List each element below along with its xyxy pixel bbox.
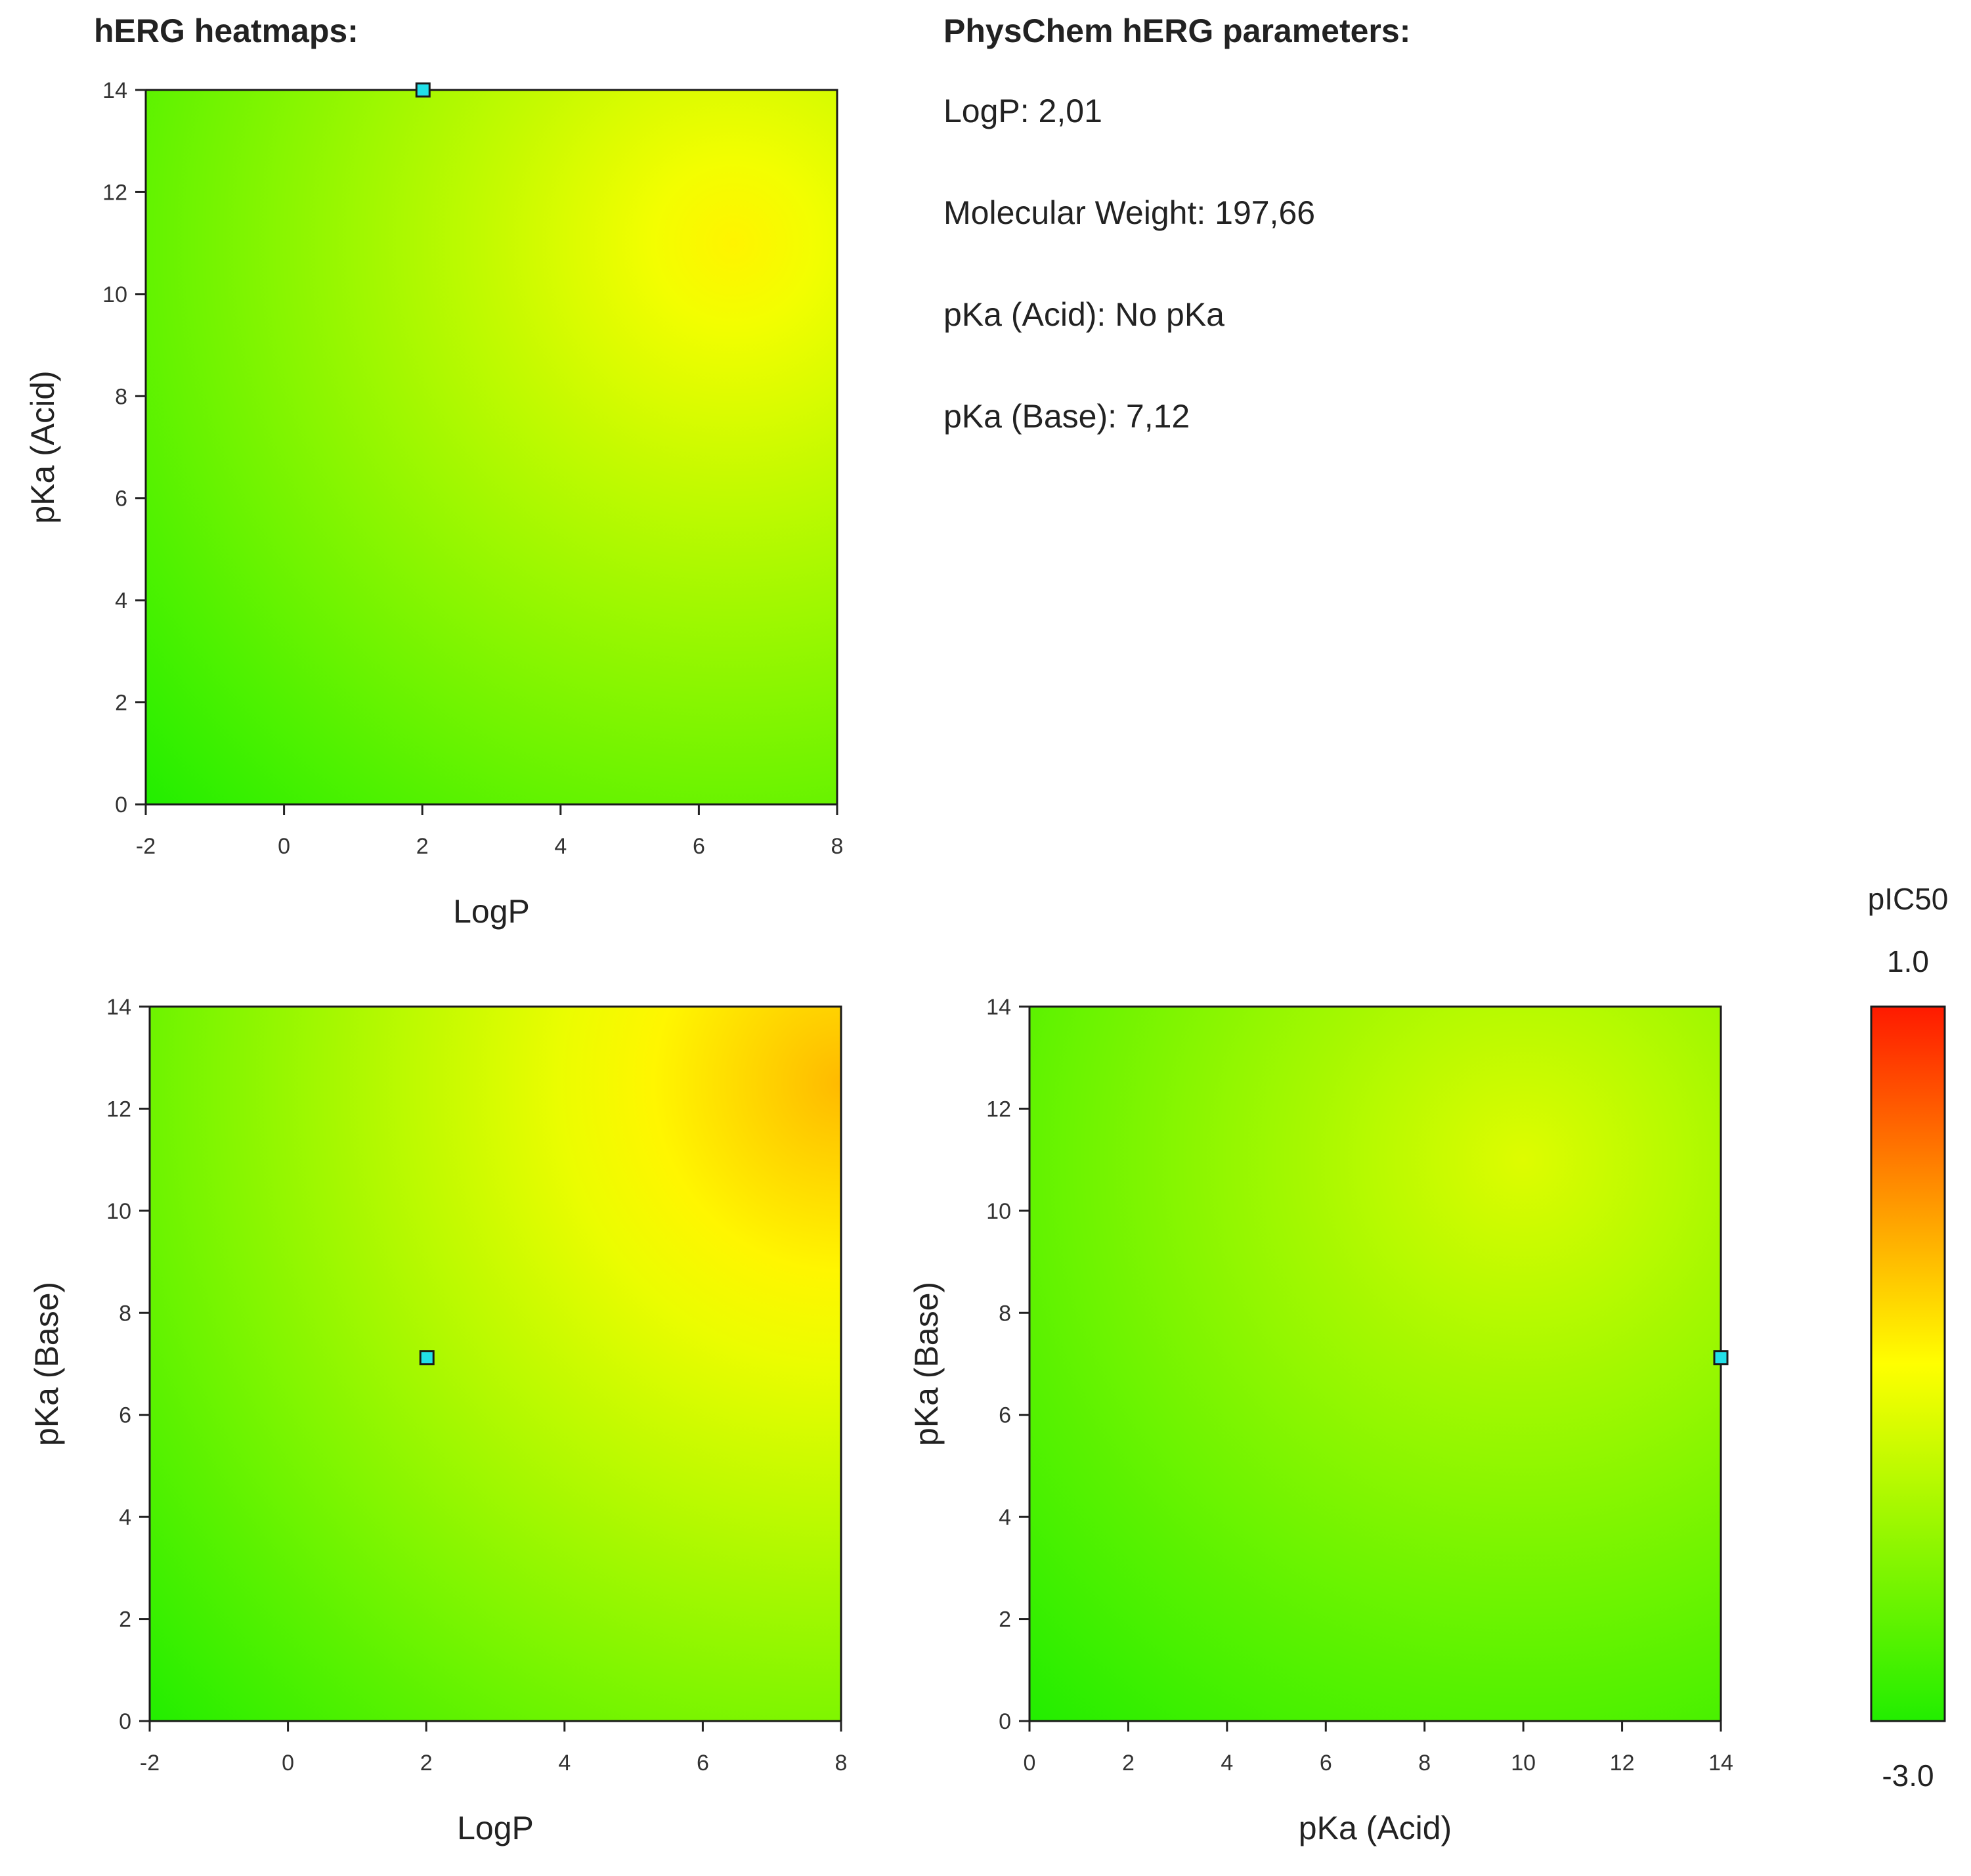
- colorbar-frame: [1870, 1005, 1946, 1722]
- colorbar-title: pIC50: [1868, 882, 1949, 916]
- heatmap-1-ytick-label: 12: [102, 180, 127, 205]
- heatmap-1-xtick-label: 4: [554, 834, 567, 859]
- heatmap-1-ytick-label: 8: [115, 384, 127, 409]
- colorbar-scale: [1871, 1007, 1945, 1721]
- heatmap-3-surface: [1029, 1007, 1721, 1721]
- heatmap-2-xtick-label: 6: [697, 1751, 709, 1776]
- heatmap-3-ytick-label: 12: [986, 1097, 1011, 1122]
- heatmaps-heading: hERG heatmaps:: [94, 12, 358, 49]
- heatmap-2-ytick-label: 8: [119, 1301, 131, 1326]
- heatmap-3-ytick-label: 6: [999, 1403, 1011, 1428]
- heatmap-1-xtick-label: 8: [831, 834, 844, 859]
- heatmap-2-surface: [150, 1007, 841, 1721]
- heatmap-2-ytick-label: 6: [119, 1403, 131, 1428]
- heatmap-3-ytick-label: 14: [986, 995, 1011, 1020]
- heatmap-2-ylabel: pKa (Base): [28, 1282, 65, 1446]
- heatmap-3-ylabel: pKa (Base): [908, 1282, 945, 1446]
- heatmap-2-xtick-label: 4: [558, 1751, 571, 1776]
- param-logp: LogP: 2,01: [943, 93, 1102, 129]
- param-pka-base: pKa (Base): 7,12: [943, 398, 1190, 435]
- heatmap-3-ytick-label: 0: [999, 1709, 1011, 1734]
- heatmap-1-frame: [144, 89, 838, 806]
- heatmap-3-xtick-label: 10: [1511, 1751, 1536, 1776]
- heatmap-2-xtick-label: -2: [140, 1751, 160, 1776]
- heatmap-1-xtick-label: 2: [416, 834, 429, 859]
- heatmap-3-compound-marker: [1713, 1350, 1729, 1366]
- heatmap-3-ytick-label: 2: [999, 1607, 1011, 1632]
- heatmap-1-ytick-label: 2: [115, 691, 127, 716]
- heatmap-3-ytick-label: 10: [986, 1199, 1011, 1224]
- heatmap-3-ytick-label: 4: [999, 1505, 1011, 1530]
- heatmap-1-xtick-label: 6: [693, 834, 705, 859]
- heatmap-1-ytick-label: 10: [102, 282, 127, 307]
- heatmap-1-ytick-label: 14: [102, 78, 127, 103]
- heatmap-2-xlabel: LogP: [457, 1810, 534, 1846]
- heatmap-3-xtick-label: 14: [1708, 1751, 1733, 1776]
- heatmap-3-ytick-label: 8: [999, 1301, 1011, 1326]
- heatmap-2-ytick-label: 2: [119, 1607, 131, 1632]
- heatmap-2-compound-marker: [419, 1350, 435, 1366]
- heatmap-3-xtick-label: 4: [1221, 1751, 1233, 1776]
- heatmap-2-ytick-label: 12: [106, 1097, 131, 1122]
- heatmap-3-xtick-label: 12: [1610, 1751, 1635, 1776]
- heatmap-1-ytick-label: 0: [115, 793, 127, 818]
- heatmap-3-xtick-label: 6: [1320, 1751, 1332, 1776]
- param-pka-acid: pKa (Acid): No pKa: [943, 296, 1224, 333]
- heatmap-1-xlabel: LogP: [453, 893, 530, 930]
- heatmap-3-xtick-label: 2: [1122, 1751, 1135, 1776]
- heatmap-1-ytick-label: 6: [115, 487, 127, 512]
- heatmap-1-xtick-label: -2: [136, 834, 156, 859]
- heatmap-1-xtick-label: 0: [278, 834, 290, 859]
- heatmap-2-ytick-label: 10: [106, 1199, 131, 1224]
- colorbar-min-label: -3.0: [1882, 1758, 1934, 1793]
- heatmap-2-ytick-label: 4: [119, 1505, 131, 1530]
- heatmap-1-ylabel: pKa (Acid): [24, 370, 61, 523]
- heatmap-2-xtick-label: 8: [835, 1751, 848, 1776]
- colorbar-max-label: 1.0: [1887, 944, 1929, 978]
- heatmap-2-ytick-label: 14: [106, 995, 131, 1020]
- heatmap-1-surface: [146, 90, 837, 804]
- heatmap-2-xtick-label: 0: [282, 1751, 294, 1776]
- params-heading: PhysChem hERG parameters:: [943, 12, 1411, 49]
- heatmap-1-compound-marker: [415, 82, 431, 98]
- heatmap-3-xtick-label: 0: [1024, 1751, 1036, 1776]
- heatmap-2-xtick-label: 2: [420, 1751, 433, 1776]
- heatmap-3-xtick-label: 8: [1418, 1751, 1431, 1776]
- param-molecular-weight: Molecular Weight: 197,66: [943, 194, 1316, 231]
- heatmap-2-ytick-label: 0: [119, 1709, 131, 1734]
- heatmap-2-frame: [148, 1005, 842, 1722]
- heatmap-1-ytick-label: 4: [115, 588, 127, 613]
- heatmap-3-xlabel: pKa (Acid): [1299, 1810, 1452, 1846]
